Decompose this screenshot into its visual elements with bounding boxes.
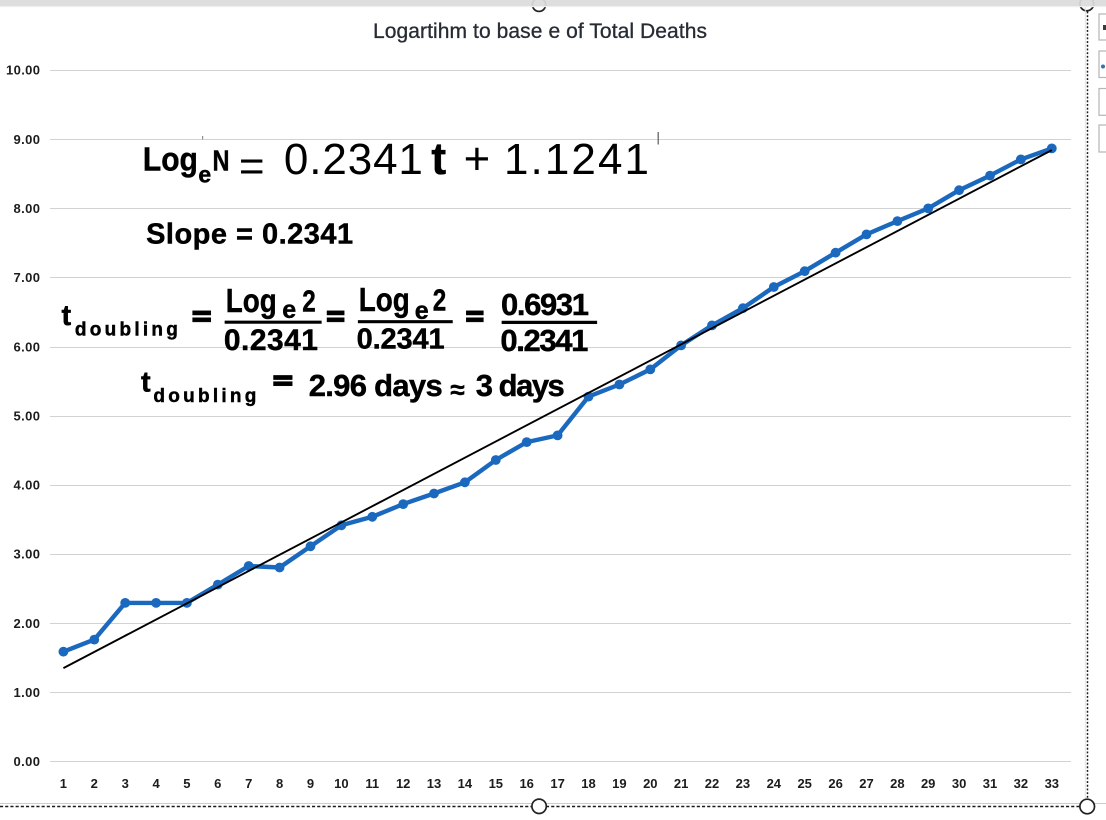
svg-text:13: 13 (427, 776, 441, 791)
svg-text:+: + (464, 133, 491, 184)
svg-text:10.00: 10.00 (6, 63, 40, 78)
svg-text:29: 29 (921, 776, 935, 791)
svg-text:28: 28 (890, 776, 904, 791)
svg-text:2.00: 2.00 (14, 616, 41, 631)
svg-text:18: 18 (581, 776, 595, 791)
svg-text:23: 23 (736, 776, 750, 791)
svg-text:0.2341: 0.2341 (284, 135, 423, 184)
svg-text:Slope = 0.2341: Slope = 0.2341 (146, 219, 353, 251)
svg-text:Log: Log (359, 281, 410, 318)
svg-text:31: 31 (983, 776, 997, 791)
svg-text:t: t (431, 133, 446, 184)
svg-text:=: = (239, 142, 265, 191)
svg-text:17: 17 (550, 776, 564, 791)
svg-text:20: 20 (643, 776, 657, 791)
svg-text:24: 24 (767, 776, 782, 791)
svg-text:2: 2 (91, 776, 98, 791)
svg-text:0.2341: 0.2341 (357, 324, 445, 356)
svg-text:3: 3 (122, 776, 129, 791)
svg-text:e: e (415, 297, 429, 325)
svg-text:2: 2 (433, 283, 447, 318)
svg-text:Log: Log (226, 282, 277, 319)
svg-text:Log: Log (143, 141, 198, 178)
svg-text:4: 4 (152, 776, 160, 791)
svg-text:doubling: doubling (153, 386, 256, 407)
svg-text:8: 8 (276, 776, 283, 791)
svg-text:15: 15 (489, 776, 503, 791)
svg-text:5: 5 (183, 776, 190, 791)
svg-text:33: 33 (1045, 776, 1059, 791)
svg-text:≈: ≈ (450, 374, 464, 404)
svg-text:6: 6 (214, 776, 221, 791)
svg-text:0.00: 0.00 (14, 754, 41, 769)
svg-text:3.00: 3.00 (14, 547, 41, 562)
svg-text:4.00: 4.00 (14, 478, 41, 493)
svg-text:N: N (213, 146, 230, 178)
svg-text:6.00: 6.00 (14, 339, 41, 354)
svg-text:e: e (198, 162, 211, 188)
svg-text:11: 11 (365, 776, 379, 791)
svg-text:32: 32 (1014, 776, 1028, 791)
svg-text:0.2341: 0.2341 (224, 324, 318, 357)
svg-text:9.00: 9.00 (14, 132, 41, 147)
svg-text:19: 19 (612, 776, 626, 791)
svg-text:26: 26 (828, 776, 842, 791)
svg-text:0.2341: 0.2341 (500, 323, 588, 358)
svg-text:22: 22 (705, 776, 719, 791)
svg-text:t: t (62, 300, 72, 332)
svg-text:2: 2 (302, 283, 316, 318)
svg-text:e: e (282, 296, 296, 324)
svg-text:1.1241: 1.1241 (504, 135, 649, 184)
svg-text:21: 21 (674, 776, 688, 791)
svg-text:8.00: 8.00 (14, 201, 41, 216)
svg-text:16: 16 (519, 776, 533, 791)
svg-text:1: 1 (60, 776, 67, 791)
svg-text:0.6931: 0.6931 (501, 287, 589, 322)
svg-text:14: 14 (458, 776, 473, 791)
svg-text:t: t (141, 366, 151, 398)
svg-text:25: 25 (797, 776, 811, 791)
svg-text:5.00: 5.00 (14, 408, 41, 423)
svg-text:1.00: 1.00 (14, 685, 41, 700)
svg-text:10: 10 (334, 776, 348, 791)
svg-text:30: 30 (952, 776, 966, 791)
svg-text:27: 27 (859, 776, 873, 791)
svg-text:9: 9 (307, 776, 314, 791)
svg-text:doubling: doubling (75, 319, 178, 340)
svg-text:Logartihm to base e of Total D: Logartihm to base e of Total Deaths (373, 20, 707, 43)
svg-text:2.96 days: 2.96 days (309, 368, 443, 403)
svg-text:7.00: 7.00 (14, 270, 41, 285)
svg-text:12: 12 (396, 776, 410, 791)
svg-text:3 days: 3 days (476, 368, 565, 403)
svg-text:7: 7 (245, 776, 252, 791)
